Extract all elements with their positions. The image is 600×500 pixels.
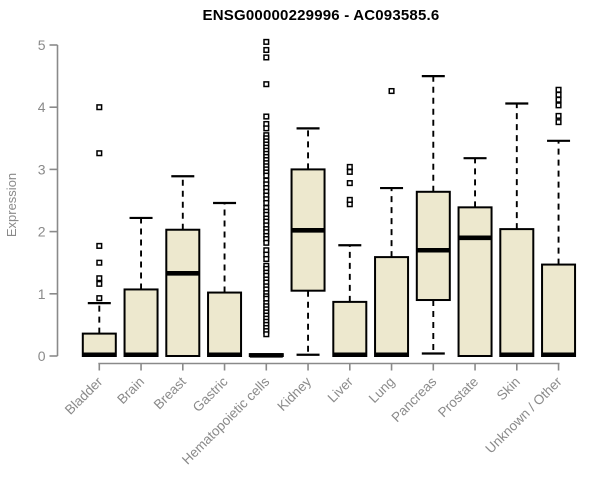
- y-axis-tick-label: 3: [38, 161, 46, 177]
- outlier-point-hematopoietic-cells: [263, 239, 270, 246]
- outlier-point-hematopoietic-cells: [263, 172, 270, 179]
- outlier-point-hematopoietic-cells: [263, 81, 270, 88]
- box-pancreas: [415, 190, 451, 302]
- x-axis-label-pancreas: Pancreas: [388, 374, 439, 425]
- outlier-point-liver: [346, 180, 353, 187]
- outlier-point-bladder: [96, 150, 103, 157]
- outlier-point-hematopoietic-cells: [263, 54, 270, 61]
- outlier-point-hematopoietic-cells: [263, 199, 270, 207]
- x-axis-label-unknown-other: Unknown / Other: [482, 374, 565, 457]
- x-axis-label-gastric: Gastric: [190, 374, 231, 415]
- y-axis-tick-label: 1: [38, 286, 46, 302]
- outlier-point-bladder: [96, 259, 103, 266]
- outlier-point-hematopoietic-cells: [263, 125, 270, 132]
- outlier-point-bladder: [96, 242, 103, 249]
- box-skin: [499, 228, 535, 357]
- outlier-point-unknown-other: [555, 102, 562, 109]
- x-axis-label-breast: Breast: [151, 374, 189, 412]
- outlier-point-hematopoietic-cells: [263, 331, 270, 338]
- box-brain: [123, 288, 159, 358]
- x-axis-label-kidney: Kidney: [274, 374, 314, 414]
- outlier-point-unknown-other: [555, 96, 562, 103]
- x-axis-label-bladder: Bladder: [62, 374, 106, 418]
- y-axis-tick-label: 0: [38, 348, 46, 364]
- outlier-point-bladder: [96, 275, 103, 282]
- x-axis-label-lung: Lung: [366, 374, 398, 406]
- y-axis-title: Expression: [4, 173, 19, 237]
- outlier-point-bladder: [96, 295, 103, 302]
- outlier-point-bladder: [96, 280, 103, 287]
- outlier-point-unknown-other: [555, 119, 562, 126]
- outlier-point-hematopoietic-cells: [263, 113, 270, 120]
- outlier-point-unknown-other: [555, 86, 562, 93]
- box-prostate: [457, 206, 493, 357]
- box-lung: [374, 256, 410, 357]
- outlier-point-unknown-other: [555, 91, 562, 98]
- outlier-point-hematopoietic-cells: [263, 255, 270, 263]
- outlier-point-liver: [346, 196, 353, 203]
- outlier-point-lung: [388, 87, 395, 95]
- y-axis-tick-label: 5: [38, 37, 46, 53]
- outlier-point-hematopoietic-cells: [263, 46, 270, 54]
- outlier-point-liver: [346, 168, 353, 175]
- x-axis-label-liver: Liver: [325, 374, 357, 406]
- outlier-point-liver: [346, 163, 353, 170]
- outlier-point-unknown-other: [555, 112, 562, 119]
- chart-title: ENSG00000229996 - AC093585.6: [202, 7, 440, 24]
- x-axis-label-prostate: Prostate: [435, 374, 481, 420]
- box-unknown-other: [541, 263, 577, 358]
- y-axis-tick-label: 2: [38, 224, 46, 240]
- y-axis-tick-label: 4: [38, 99, 46, 115]
- box-liver: [332, 300, 368, 357]
- x-axis-label-brain: Brain: [114, 374, 147, 407]
- x-axis-label-skin: Skin: [494, 374, 523, 403]
- box-gastric: [207, 291, 243, 357]
- outlier-point-bladder: [96, 104, 103, 111]
- outlier-point-hematopoietic-cells: [263, 38, 270, 45]
- box-breast: [165, 228, 201, 357]
